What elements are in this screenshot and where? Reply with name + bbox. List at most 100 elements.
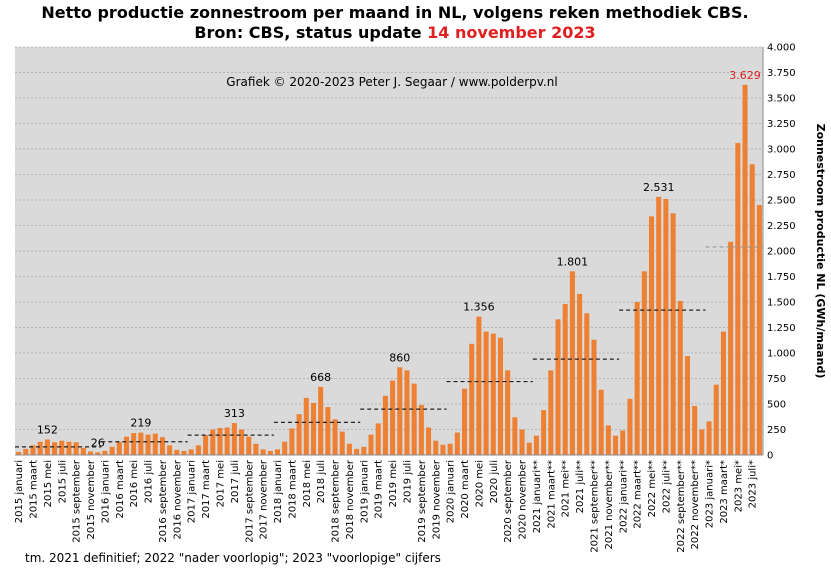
y-tick-label: 500 xyxy=(767,400,786,411)
bar xyxy=(203,435,209,455)
bar xyxy=(677,300,683,455)
x-tick-label: 2015 januari xyxy=(14,460,25,523)
x-tick-label: 2016 juli xyxy=(144,460,155,503)
bar xyxy=(728,241,734,455)
bar xyxy=(152,433,158,455)
x-tick-label: 2017 november xyxy=(259,459,270,539)
bar xyxy=(361,446,367,455)
bar xyxy=(418,405,424,455)
bar xyxy=(699,429,705,455)
x-tick-label: 2020 juli xyxy=(489,460,500,503)
bar xyxy=(613,435,619,455)
data-label: 219 xyxy=(130,417,151,430)
x-tick-label: 2021 maart** xyxy=(546,460,557,529)
bar xyxy=(253,443,259,455)
bar xyxy=(66,441,72,455)
bar xyxy=(167,445,173,455)
x-tick-label: 2018 november xyxy=(345,459,356,539)
y-tick-label: 3.500 xyxy=(767,94,796,105)
bar xyxy=(375,423,381,455)
data-label: 1.801 xyxy=(557,255,589,268)
bar xyxy=(548,370,554,455)
y-tick-label: 1.750 xyxy=(767,272,796,283)
x-tick-label: 2017 juli xyxy=(230,460,241,503)
x-tick-label: 2022 november** xyxy=(690,460,701,550)
y-tick-label: 2.000 xyxy=(767,247,796,258)
x-tick-label: 2021 september** xyxy=(589,460,600,553)
x-tick-label: 2018 maart xyxy=(287,460,298,519)
chart-subtitle: Bron: CBS, status update 14 november 202… xyxy=(194,23,595,42)
bar xyxy=(296,414,302,455)
bar xyxy=(267,450,273,455)
y-tick-label: 1.250 xyxy=(767,323,796,334)
y-tick-label: 2.500 xyxy=(767,196,796,207)
x-tick-label: 2020 mei xyxy=(474,460,485,507)
x-tick-label: 2020 januari xyxy=(446,460,457,523)
bar xyxy=(346,443,352,455)
bar xyxy=(411,383,417,455)
x-tick-label: 2023 juli* xyxy=(748,460,759,508)
bar xyxy=(490,333,496,455)
x-tick-label: 2020 november xyxy=(518,459,529,539)
bar xyxy=(649,216,655,455)
bar xyxy=(656,196,662,455)
bar xyxy=(713,384,719,455)
credit: Grafiek © 2020-2023 Peter J. Segaar / ww… xyxy=(226,75,557,89)
bar xyxy=(282,441,288,455)
y-tick-label: 1.000 xyxy=(767,349,796,360)
bar xyxy=(239,429,245,455)
x-tick-label: 2021 mei** xyxy=(561,460,572,517)
x-tick-label: 2015 november xyxy=(86,459,97,539)
bar xyxy=(289,428,295,455)
x-tick-label: 2017 maart xyxy=(201,460,212,519)
bar xyxy=(102,450,108,455)
x-tick-label: 2019 mei xyxy=(388,460,399,507)
bar xyxy=(23,448,29,455)
bar xyxy=(382,395,388,455)
bar xyxy=(692,406,698,455)
y-tick-label: 250 xyxy=(767,425,786,436)
y-tick-label: 3.250 xyxy=(767,119,796,130)
bar xyxy=(188,449,194,455)
footnote: tm. 2021 definitief; 2022 "nader voorlop… xyxy=(25,551,441,565)
bar xyxy=(584,313,590,455)
bar xyxy=(605,425,611,455)
bar xyxy=(44,439,50,455)
bar xyxy=(52,442,58,455)
x-tick-label: 2017 mei xyxy=(215,460,226,507)
bar xyxy=(555,319,561,455)
bar xyxy=(684,356,690,455)
bar xyxy=(37,441,43,455)
x-tick-label: 2020 september xyxy=(503,459,514,543)
x-tick-label: 2017 januari xyxy=(187,460,198,523)
x-tick-label: 2018 mei xyxy=(302,460,313,507)
bar xyxy=(159,437,165,455)
data-label: 26 xyxy=(91,436,105,449)
bar xyxy=(627,398,633,455)
x-tick-label: 2021 november** xyxy=(604,460,615,550)
bar xyxy=(512,417,518,455)
bar xyxy=(433,440,439,455)
bar xyxy=(426,427,432,455)
x-tick-label: 2016 september xyxy=(158,459,169,543)
bar xyxy=(181,450,187,455)
bar xyxy=(735,142,741,455)
bar xyxy=(541,410,547,455)
bar xyxy=(533,435,539,455)
bar xyxy=(404,370,410,455)
bar xyxy=(720,331,726,455)
bar xyxy=(670,213,676,455)
x-tick-label: 2021 juli** xyxy=(575,460,586,513)
bar xyxy=(231,423,237,455)
bar xyxy=(131,433,137,455)
bar xyxy=(123,436,129,455)
bar xyxy=(339,431,345,455)
bar xyxy=(756,205,762,455)
bar xyxy=(210,429,216,455)
y-tick-label: 2.250 xyxy=(767,221,796,232)
x-tick-label: 2016 november xyxy=(172,459,183,539)
bar xyxy=(303,397,309,455)
bar xyxy=(476,316,482,455)
y-axis-label: Zonnestroom productie NL (GWh/maand) xyxy=(814,124,827,379)
